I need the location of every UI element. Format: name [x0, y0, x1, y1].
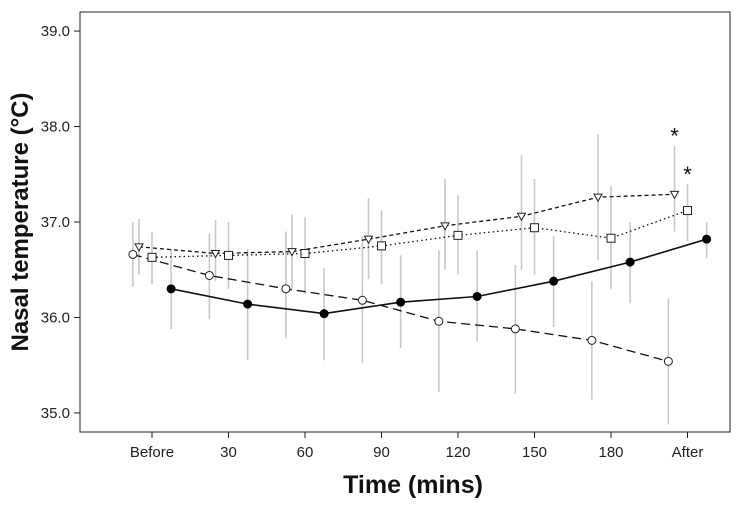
data-point — [204, 270, 214, 280]
plot-area-border — [79, 11, 731, 433]
significance-asterisk: * — [670, 124, 679, 149]
y-axis: 35.0 36.0 37.0 38.0 39.0 — [41, 23, 80, 422]
x-axis: Before 30 60 90 120 150 180 After — [130, 432, 703, 461]
data-point — [166, 284, 176, 294]
data-point — [549, 276, 559, 286]
series-lines — [132, 193, 707, 363]
data-point — [134, 243, 144, 252]
data-point — [281, 284, 291, 294]
data-point — [300, 249, 310, 258]
significance-annotations: ** — [670, 124, 692, 187]
x-tick-label: 60 — [297, 444, 314, 461]
significance-asterisk: * — [683, 162, 692, 187]
data-point — [128, 249, 138, 259]
data-point — [669, 190, 680, 200]
x-tick-label: Before — [130, 444, 174, 461]
series-line — [138, 193, 675, 255]
y-tick-label: 35.0 — [41, 405, 70, 422]
data-point — [396, 297, 406, 307]
data-point — [224, 250, 233, 260]
x-tick-label: 180 — [598, 444, 623, 461]
data-point — [243, 299, 253, 309]
data-point — [510, 324, 520, 334]
data-point — [516, 212, 527, 222]
y-tick-label: 36.0 — [41, 309, 70, 326]
data-point — [606, 233, 616, 243]
data-point — [663, 356, 673, 366]
data-point — [593, 193, 603, 203]
x-tick-label: 150 — [522, 444, 547, 461]
y-axis-title: Nasal temperature (°C) — [7, 92, 34, 351]
data-point — [210, 250, 221, 259]
x-tick-label: 90 — [373, 444, 390, 461]
x-axis-title: Time (mins) — [343, 471, 483, 499]
data-point — [377, 241, 386, 251]
data-point — [434, 316, 444, 326]
data-point — [147, 252, 157, 262]
data-point — [702, 234, 712, 244]
data-point — [453, 230, 463, 240]
series-markers — [128, 190, 712, 366]
y-tick-label: 39.0 — [41, 23, 70, 40]
y-tick-label: 38.0 — [41, 119, 70, 136]
data-point — [319, 309, 329, 319]
x-tick-label: 30 — [220, 444, 237, 461]
data-point — [530, 223, 539, 233]
data-point — [357, 295, 367, 305]
data-point — [287, 248, 297, 257]
x-tick-label: After — [672, 444, 704, 461]
y-tick-label: 37.0 — [41, 214, 70, 231]
data-point — [472, 291, 482, 301]
data-point — [625, 257, 635, 267]
series-line — [170, 238, 707, 315]
data-point — [440, 222, 450, 231]
data-point — [363, 235, 374, 245]
data-point — [587, 335, 597, 345]
series-line — [132, 253, 669, 363]
data-point — [683, 206, 692, 216]
x-tick-label: 120 — [445, 444, 470, 461]
